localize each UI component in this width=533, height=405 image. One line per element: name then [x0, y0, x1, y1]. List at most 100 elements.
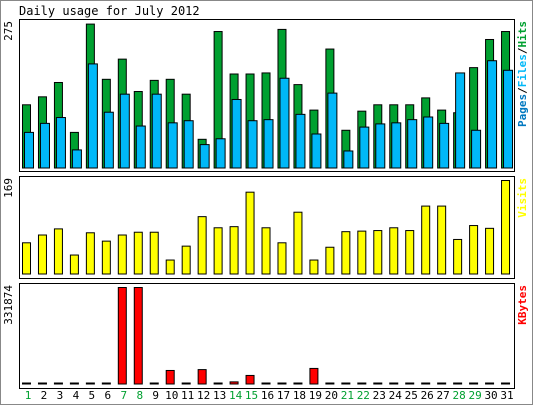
day-label: 27	[437, 389, 450, 402]
bar-visits	[277, 242, 287, 275]
bar-visits	[229, 226, 239, 275]
day-label: 18	[293, 389, 306, 402]
bar-kbytes	[149, 382, 159, 385]
bar-kbytes	[357, 382, 367, 385]
bar-kbytes	[405, 382, 415, 385]
bar-visits	[357, 230, 367, 275]
bar-kbytes	[421, 382, 431, 385]
bar-visits	[245, 191, 255, 275]
bar-kbytes	[485, 382, 495, 385]
bar-visits	[165, 259, 175, 275]
bar-files	[423, 116, 434, 169]
bar-kbytes	[469, 382, 479, 385]
chart-title: Daily usage for July 2012	[19, 4, 200, 18]
bar-files	[359, 126, 370, 169]
day-label: 1	[25, 389, 32, 402]
bar-visits	[501, 180, 511, 275]
series-visits	[22, 180, 511, 275]
vertical-legend: Visits	[516, 178, 529, 218]
day-label: 13	[213, 389, 226, 402]
bar-visits	[485, 227, 495, 275]
bar-visits	[341, 231, 351, 275]
day-label: 23	[373, 389, 386, 402]
bar-kbytes	[293, 382, 303, 385]
day-label: 12	[197, 389, 210, 402]
day-label: 29	[468, 389, 481, 402]
bar-kbytes	[245, 374, 255, 385]
legend-part: /	[516, 47, 529, 54]
bar-files	[71, 149, 82, 169]
bar-files	[279, 77, 290, 169]
bar-files	[151, 93, 162, 169]
bar-visits	[213, 227, 223, 275]
bar-files	[135, 125, 146, 169]
bar-kbytes	[325, 382, 335, 385]
bar-visits	[469, 225, 479, 275]
bar-visits	[197, 216, 207, 275]
max-value-label: 169	[2, 178, 15, 198]
bar-visits	[261, 227, 271, 275]
bar-files	[503, 69, 514, 169]
legend-part: Visits	[516, 178, 529, 218]
bar-files	[407, 119, 418, 169]
series-kbytes	[22, 287, 511, 385]
kbytes-panel: 331874 KBytes	[2, 283, 529, 389]
day-label: 2	[41, 389, 48, 402]
legend-part: Files	[516, 54, 529, 87]
bar-files	[263, 119, 274, 169]
bar-kbytes	[373, 382, 383, 385]
bar-kbytes	[437, 382, 447, 385]
bar-visits	[325, 246, 335, 275]
bar-kbytes	[453, 382, 463, 385]
bar-visits	[373, 230, 383, 275]
bar-visits	[309, 259, 319, 275]
bar-kbytes	[101, 382, 111, 385]
legend-part: Hits	[516, 21, 529, 48]
bar-kbytes	[309, 367, 319, 385]
day-label: 9	[152, 389, 159, 402]
bar-visits	[117, 234, 127, 275]
day-label: 5	[89, 389, 96, 402]
bar-files	[247, 120, 258, 169]
day-label: 16	[261, 389, 274, 402]
bar-visits	[293, 211, 303, 275]
bar-files	[167, 122, 178, 169]
bar-visits	[453, 238, 463, 275]
bar-files	[24, 131, 34, 169]
bar-visits	[133, 231, 143, 275]
bar-files	[343, 150, 354, 169]
bar-files	[87, 63, 98, 169]
day-label: 20	[325, 389, 338, 402]
bar-visits	[405, 230, 415, 275]
bar-visits	[53, 228, 63, 275]
day-label: 30	[484, 389, 497, 402]
bar-kbytes	[165, 369, 175, 385]
day-label: 25	[405, 389, 418, 402]
bar-files	[455, 72, 466, 169]
bar-kbytes	[501, 382, 511, 385]
bar-kbytes	[85, 382, 95, 385]
bar-visits	[437, 205, 447, 275]
max-value-label: 331874	[2, 285, 15, 325]
bar-files	[439, 122, 450, 169]
bar-files	[391, 122, 402, 169]
bar-files	[295, 113, 306, 169]
day-label: 28	[453, 389, 466, 402]
bar-kbytes	[22, 382, 31, 385]
bar-kbytes	[133, 287, 143, 385]
day-label: 8	[136, 389, 143, 402]
bar-files	[103, 111, 114, 169]
bar-files	[119, 93, 130, 169]
bar-kbytes	[389, 382, 399, 385]
day-label: 31	[500, 389, 513, 402]
bar-visits	[101, 240, 111, 275]
bar-kbytes	[53, 382, 63, 385]
bar-kbytes	[69, 382, 79, 385]
bar-visits	[181, 245, 191, 275]
day-label: 17	[277, 389, 290, 402]
bar-files	[231, 98, 242, 169]
